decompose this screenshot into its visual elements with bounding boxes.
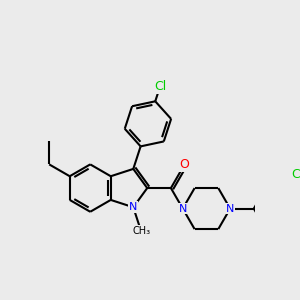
Text: Cl: Cl [291,168,300,182]
Text: N: N [178,204,187,214]
Text: O: O [180,158,190,171]
Text: N: N [129,202,137,212]
Text: N: N [178,204,187,214]
Text: CH₃: CH₃ [132,226,150,236]
Text: N: N [226,204,234,214]
Text: Cl: Cl [154,80,166,93]
